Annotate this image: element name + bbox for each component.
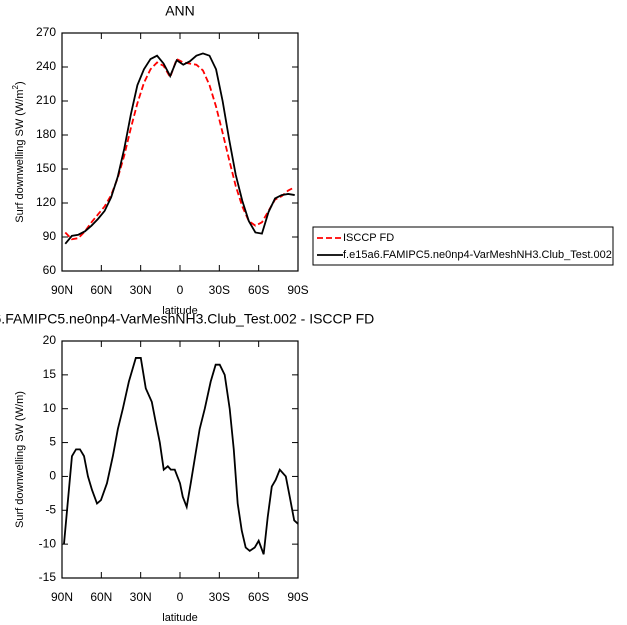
y-tick-label: 270 <box>36 25 56 39</box>
y-axis-label-part: Surf downwelling SW (W/m <box>14 395 26 528</box>
x-tick-label: 0 <box>177 283 184 297</box>
y-tick-label: 240 <box>36 59 56 73</box>
y-axis-label-part: ) <box>14 81 26 85</box>
y-tick-label: 10 <box>43 401 57 415</box>
x-axis-label: latitude <box>162 612 197 624</box>
y-tick-label: -5 <box>45 502 56 516</box>
x-tick-label: 60N <box>90 590 112 604</box>
y-tick-label: 15 <box>43 367 57 381</box>
legend-box <box>312 226 614 266</box>
plot-frame <box>61 32 299 272</box>
x-tick-label: 30N <box>130 283 152 297</box>
x-tick-label: 60S <box>248 283 269 297</box>
legend-label: ISCCP FD <box>343 232 394 244</box>
x-tick-label: 90N <box>51 283 73 297</box>
y-tick-label: -10 <box>39 536 57 550</box>
x-tick-label: 90N <box>51 590 73 604</box>
x-tick-label: 60S <box>248 590 269 604</box>
x-tick-label: 60N <box>90 283 112 297</box>
y-tick-label: 90 <box>43 229 57 243</box>
data-line <box>63 357 299 555</box>
x-tick-label: 0 <box>177 590 184 604</box>
y-tick-label: 120 <box>36 195 56 209</box>
y-tick-label: 5 <box>49 435 56 449</box>
y-axis-label-part: Surf downwelling SW (W/m <box>14 89 26 222</box>
y-axis-label: Surf downwelling SW (W/m) <box>14 391 26 528</box>
y-tick-label: 210 <box>36 93 56 107</box>
plot-frame <box>61 340 299 579</box>
x-tick-label: 90S <box>287 283 308 297</box>
x-tick-label: 30S <box>209 590 230 604</box>
y-tick-label: 180 <box>36 127 56 141</box>
y-axis-label: Surf downwelling SW (W/m2) <box>11 81 26 222</box>
chart-title: a6.FAMIPC5.ne0np4-VarMeshNH3.Club_Test.0… <box>0 311 374 327</box>
x-tick-label: 30N <box>130 590 152 604</box>
x-tick-label: 90S <box>287 590 308 604</box>
chart-title: ANN <box>165 3 195 19</box>
y-tick-label: 0 <box>49 469 56 483</box>
data-line <box>64 52 295 245</box>
y-tick-label: 150 <box>36 161 56 175</box>
data-line <box>64 57 296 241</box>
legend-label: f.e15a6.FAMIPC5.ne0np4-VarMeshNH3.Club_T… <box>343 249 612 261</box>
y-tick-label: 60 <box>43 263 57 277</box>
y-axis-label-part: ) <box>14 391 26 395</box>
x-axis-label: latitude <box>162 305 197 317</box>
y-axis-label-part: 2 <box>11 84 20 89</box>
y-tick-label: -15 <box>39 570 57 584</box>
y-tick-label: 20 <box>43 333 57 347</box>
x-tick-label: 30S <box>209 283 230 297</box>
